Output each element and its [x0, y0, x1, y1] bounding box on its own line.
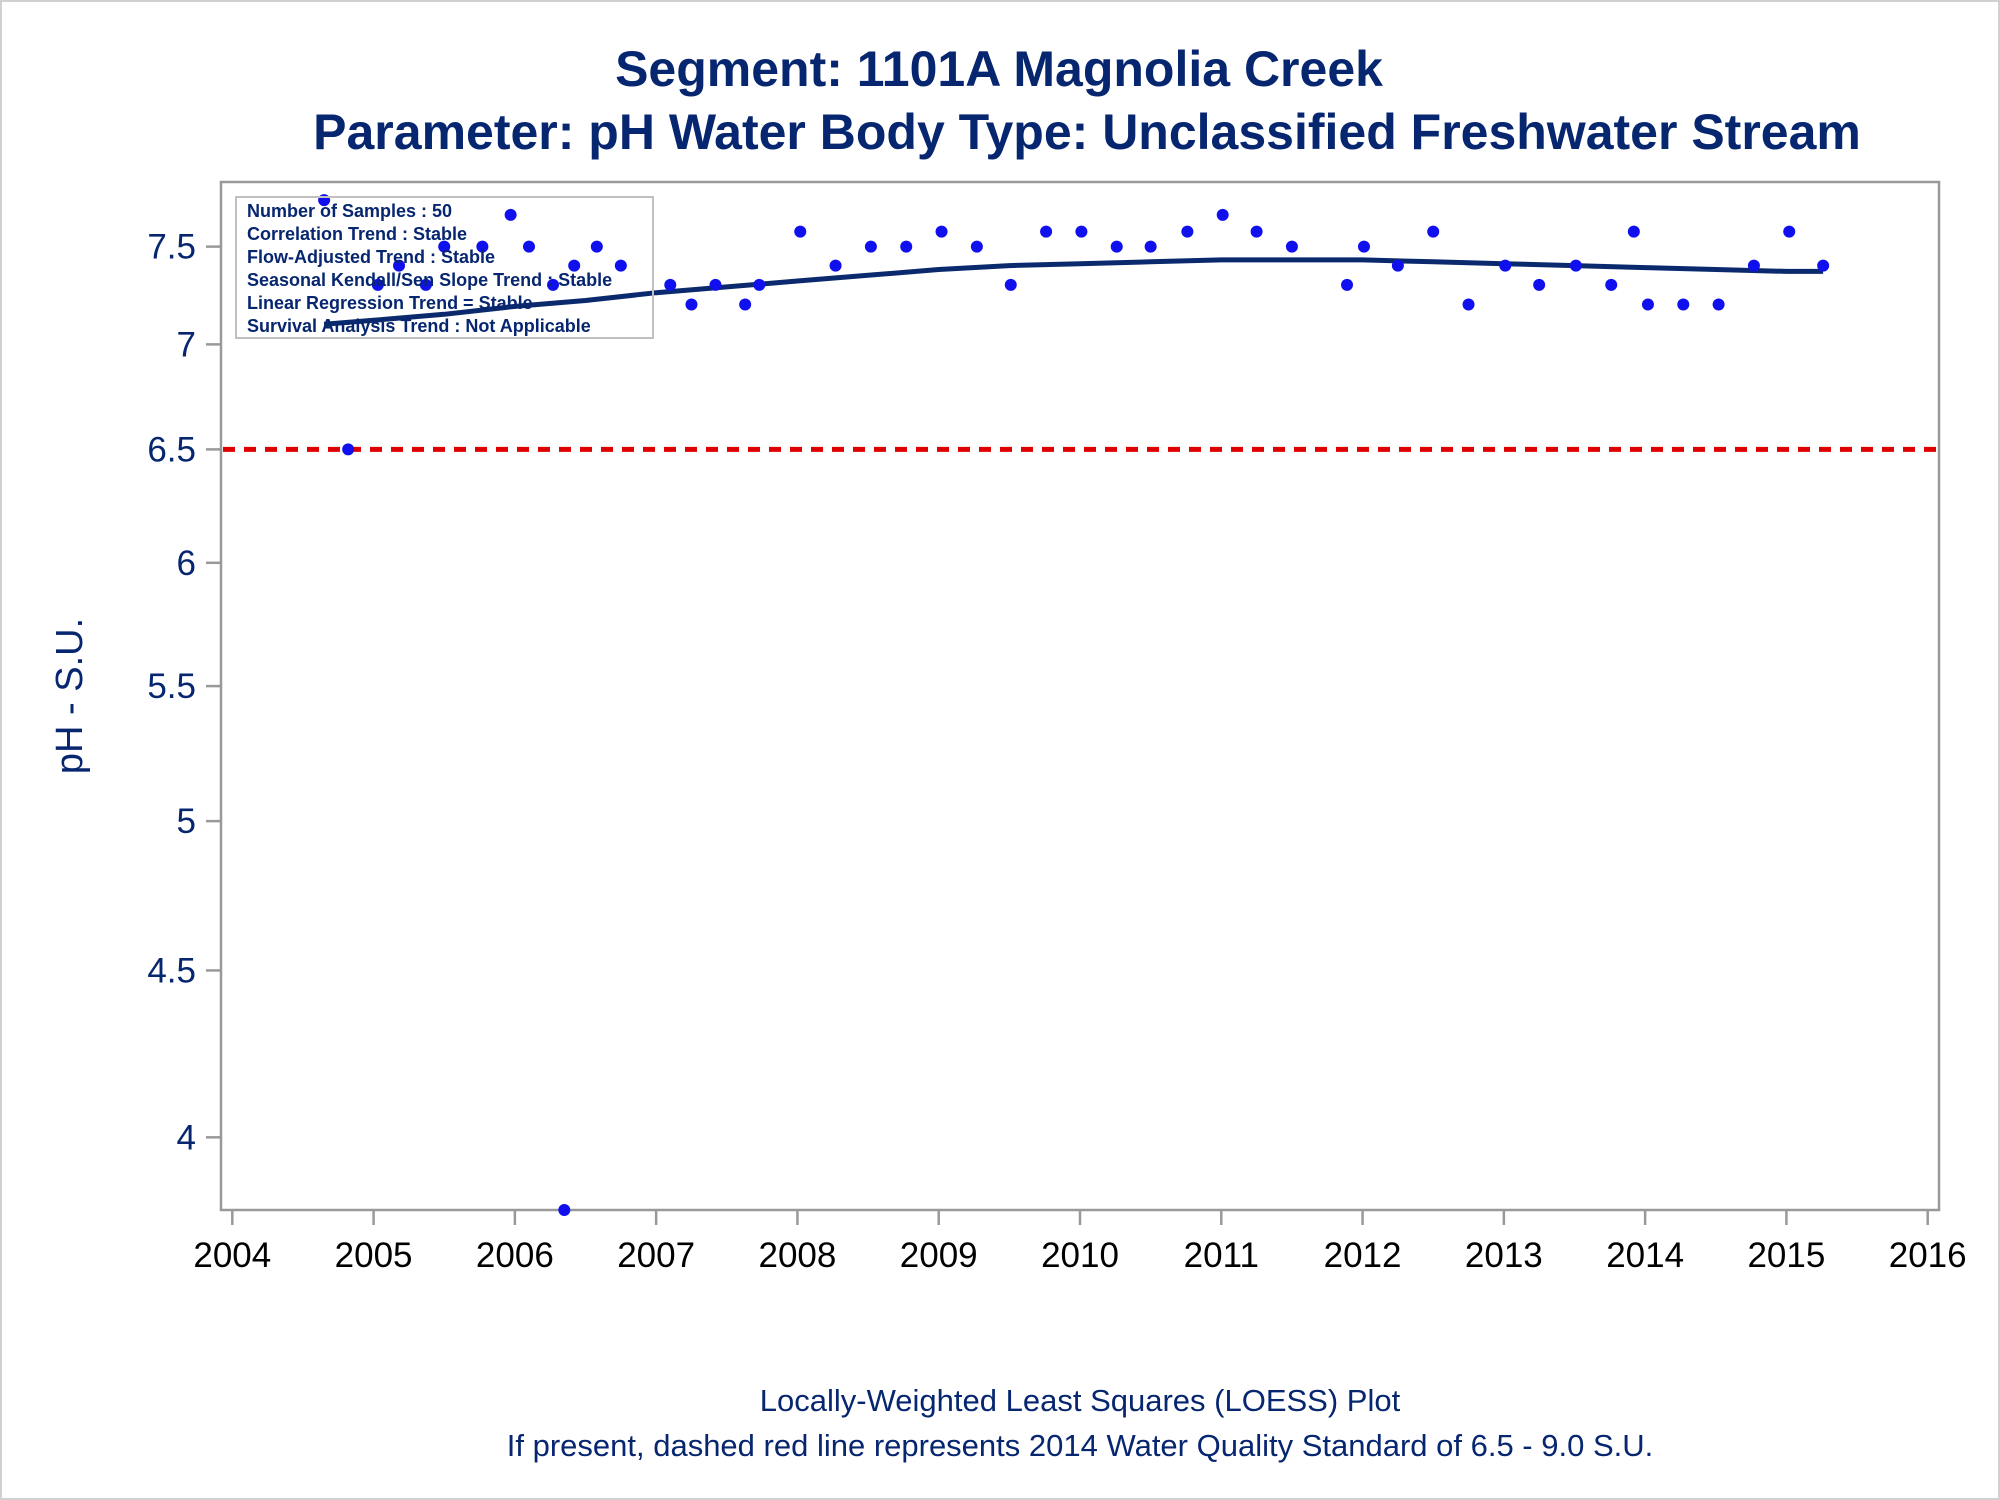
y-tick-label: 7.5 — [147, 228, 196, 267]
data-point — [1110, 240, 1123, 253]
data-point — [1627, 225, 1640, 238]
x-tick-label: 2009 — [900, 1236, 978, 1275]
data-point — [1357, 240, 1370, 253]
data-point — [709, 278, 722, 291]
x-tick-label: 2005 — [335, 1236, 413, 1275]
data-point — [685, 298, 698, 311]
y-tick-label: 5 — [177, 802, 196, 841]
data-point — [664, 278, 677, 291]
data-point — [558, 1204, 571, 1216]
x-tick-label: 2006 — [476, 1236, 554, 1275]
x-tick-label: 2015 — [1747, 1236, 1825, 1275]
data-point — [371, 278, 384, 291]
x-tick-label: 2010 — [1041, 1236, 1119, 1275]
y-axis-label: pH - S.U. — [49, 618, 91, 774]
data-point — [342, 443, 355, 456]
data-point — [1712, 298, 1725, 311]
stat-seasonal-kendall-trend: Seasonal Kendall/Sen Slope Trend : Stabl… — [247, 270, 612, 290]
data-point — [504, 208, 517, 221]
stat-flow-adjusted-trend: Flow-Adjusted Trend : Stable — [247, 247, 495, 267]
data-point — [1144, 240, 1157, 253]
x-tick-label: 2014 — [1606, 1236, 1684, 1275]
data-point — [614, 259, 627, 272]
x-tick-label: 2012 — [1324, 1236, 1402, 1275]
x-tick-label: 2013 — [1465, 1236, 1543, 1275]
x-tick-label: 2016 — [1889, 1236, 1967, 1275]
y-tick-label: 4.5 — [147, 951, 196, 990]
data-point — [1427, 225, 1440, 238]
data-point — [1341, 278, 1354, 291]
data-point — [1216, 208, 1229, 221]
data-point — [900, 240, 913, 253]
data-point — [476, 240, 489, 253]
data-point — [1817, 259, 1830, 272]
data-point — [1499, 259, 1512, 272]
data-point — [547, 278, 560, 291]
data-point — [1605, 278, 1618, 291]
data-point — [1677, 298, 1690, 311]
x-axis: 2004 2005 2006 2007 2008 2009 2010 2011 2012 2013… — [193, 1210, 1967, 1275]
data-points — [318, 194, 1830, 1216]
data-point — [1783, 225, 1796, 238]
x-tick-label: 2007 — [617, 1236, 695, 1275]
data-point — [568, 259, 581, 272]
x-tick-label: 2011 — [1184, 1236, 1259, 1275]
y-tick-label: 6.5 — [147, 430, 196, 469]
y-tick-label: 6 — [177, 544, 196, 583]
data-point — [1040, 225, 1053, 238]
data-point — [419, 278, 432, 291]
data-point — [522, 240, 535, 253]
data-point — [1004, 278, 1017, 291]
x-tick-label: 2008 — [758, 1236, 836, 1275]
data-point — [935, 225, 948, 238]
data-point — [1250, 225, 1263, 238]
stat-survival-analysis-trend: Survival Analysis Trend : Not Applicable — [247, 316, 591, 336]
data-point — [753, 278, 766, 291]
data-point — [794, 225, 807, 238]
data-point — [829, 259, 842, 272]
x-tick-label: 2004 — [193, 1236, 271, 1275]
stat-correlation-trend: Correlation Trend : Stable — [247, 224, 467, 244]
data-point — [739, 298, 752, 311]
stat-linear-regression-trend: Linear Regression Trend = Stable — [247, 293, 533, 313]
stats-box-border — [235, 196, 654, 339]
data-point — [1181, 225, 1194, 238]
y-axis: 4 4.5 5 5.5 6 6.5 7 7.5 — [147, 228, 221, 1157]
data-point — [1747, 259, 1760, 272]
data-point — [970, 240, 983, 253]
data-point — [1569, 259, 1582, 272]
data-point — [1462, 298, 1475, 311]
y-tick-label: 7 — [177, 325, 196, 364]
data-point — [1391, 259, 1404, 272]
stat-sample-count: Number of Samples : 50 — [247, 201, 452, 221]
loess-line — [323, 257, 1824, 327]
stats-box: Number of Samples : 50 Correlation Trend… — [235, 196, 654, 339]
data-point — [1285, 240, 1298, 253]
data-point — [438, 240, 451, 253]
y-tick-label: 4 — [177, 1118, 196, 1157]
footnote-loess: Locally-Weighted Least Squares (LOESS) P… — [760, 1383, 1401, 1418]
data-point — [590, 240, 603, 253]
data-point — [1075, 225, 1088, 238]
data-point — [1641, 298, 1654, 311]
data-point — [864, 240, 877, 253]
chart-title: Segment: 1101A Magnolia Creek — [615, 41, 1383, 97]
data-point — [1533, 278, 1546, 291]
data-point — [393, 259, 406, 272]
chart-subtitle: Parameter: pH Water Body Type: Unclassif… — [313, 104, 1861, 160]
y-tick-label: 5.5 — [147, 667, 196, 706]
footnote-standard: If present, dashed red line represents 2… — [507, 1428, 1654, 1463]
